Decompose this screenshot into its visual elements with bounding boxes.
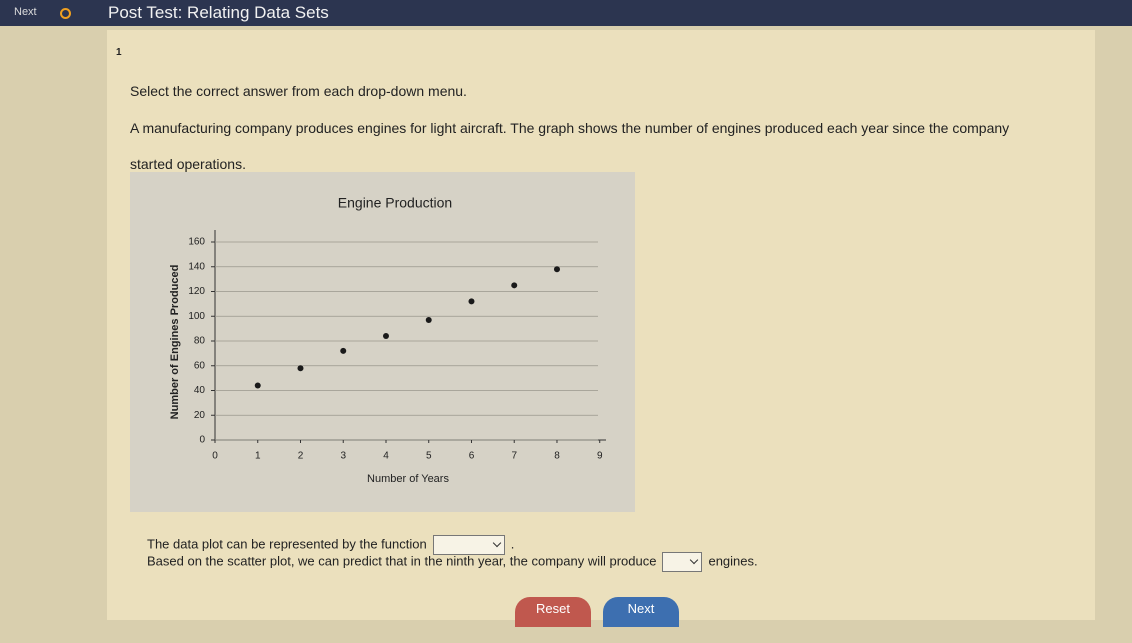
question-number: 1 — [116, 47, 122, 58]
nav-next[interactable]: Next — [14, 6, 37, 18]
answer-text: . — [510, 536, 515, 552]
chart-panel: Engine Production Number of Years Number… — [130, 172, 635, 512]
dropdown[interactable] — [662, 552, 703, 572]
answer-text: Based on the scatter plot, we can predic… — [147, 553, 657, 569]
y-tick-label: 40 — [194, 385, 206, 396]
y-tick-label: 0 — [199, 435, 205, 446]
page-title: Post Test: Relating Data Sets — [108, 3, 329, 22]
instruction: Select the correct answer from each drop… — [130, 83, 467, 99]
data-point — [297, 365, 304, 372]
x-tick-label: 6 — [469, 451, 475, 462]
dropdown[interactable] — [432, 535, 505, 555]
data-point — [254, 382, 261, 389]
answer-line-1: The data plot can be represented by the … — [147, 535, 514, 555]
y-tick-label: 100 — [188, 311, 205, 322]
data-point — [511, 282, 518, 289]
x-axis-label: Number of Years — [367, 473, 449, 485]
data-point — [382, 333, 389, 340]
x-tick-label: 4 — [383, 451, 389, 462]
answer-text: engines. — [708, 553, 758, 569]
y-axis-label: Number of Engines Produced — [169, 265, 181, 420]
y-tick-label: 60 — [194, 360, 206, 371]
data-point — [468, 298, 475, 305]
y-tick-label: 120 — [188, 286, 205, 297]
x-tick-label: 7 — [511, 451, 517, 462]
chart-title: Engine Production — [338, 195, 452, 211]
prompt: A manufacturing company produces engines… — [130, 120, 1010, 172]
answer-line-2: Based on the scatter plot, we can predic… — [147, 552, 758, 572]
data-point — [425, 316, 432, 323]
x-tick-label: 3 — [340, 451, 346, 462]
x-tick-label: 2 — [298, 451, 304, 462]
answer-text: The data plot can be represented by the … — [147, 536, 427, 552]
x-tick-label: 1 — [255, 451, 261, 462]
next-button[interactable]: Next — [603, 597, 679, 627]
y-tick-label: 160 — [188, 237, 205, 248]
top-bar: Next Post Test: Relating Data Sets — [0, 0, 1132, 26]
x-tick-label: 5 — [426, 451, 432, 462]
y-tick-label: 140 — [188, 261, 205, 272]
x-tick-label: 0 — [212, 451, 218, 462]
x-tick-label: 8 — [554, 451, 560, 462]
x-tick-label: 9 — [597, 451, 603, 462]
data-point — [553, 266, 560, 273]
reset-button[interactable]: Reset — [515, 597, 591, 627]
data-point — [340, 347, 347, 354]
status-icon — [60, 8, 71, 19]
chart: Engine Production Number of Years Number… — [169, 195, 606, 485]
y-tick-label: 80 — [194, 336, 206, 347]
y-tick-label: 20 — [194, 410, 206, 421]
